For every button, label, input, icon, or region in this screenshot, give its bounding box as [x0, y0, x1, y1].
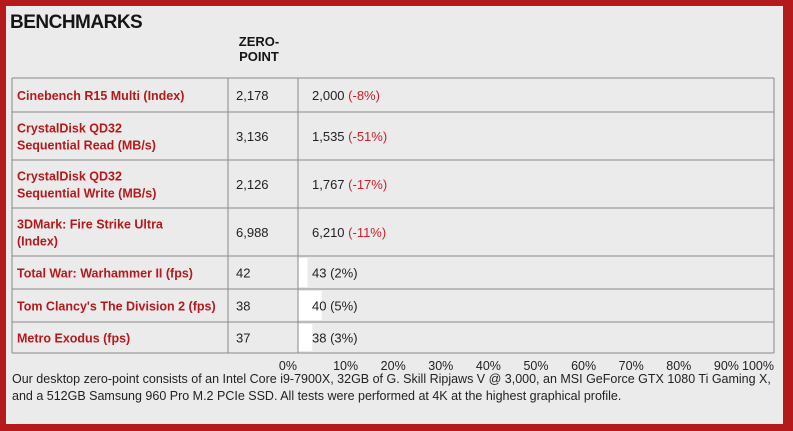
bar: [298, 258, 308, 287]
row-label: Metro Exodus (fps): [17, 332, 130, 346]
x-tick-label: 40%: [476, 359, 501, 373]
result-value: 2,000 (-8%): [312, 88, 380, 103]
x-tick-label: 70%: [619, 359, 644, 373]
zero-point-value: 38: [236, 299, 250, 314]
result-value: 40 (5%): [312, 299, 358, 314]
x-tick-label: 60%: [571, 359, 596, 373]
row-label: Cinebench R15 Multi (Index): [17, 89, 184, 103]
x-tick-label: 90%: [714, 359, 739, 373]
delta-percent: (5%): [330, 299, 357, 314]
benchmark-panel: [6, 6, 783, 424]
result-value: 6,210 (-11%): [312, 225, 386, 240]
zero-point-value: 3,136: [236, 129, 269, 144]
delta-percent: (2%): [330, 266, 357, 281]
delta-percent: (-8%): [348, 88, 380, 103]
zero-point-value: 42: [236, 266, 250, 281]
row-label: Total War: Warhammer II (fps): [17, 267, 193, 281]
row-label: CrystalDisk QD32 Sequential Read (MB/s): [17, 122, 156, 153]
x-tick-label: 50%: [523, 359, 548, 373]
zero-point-value: 2,126: [236, 177, 269, 192]
row-label: 3DMark: Fire Strike Ultra (Index): [17, 218, 164, 249]
x-tick-label: 100%: [742, 359, 774, 373]
zero-point-value: 2,178: [236, 88, 269, 103]
x-tick-label: 20%: [381, 359, 406, 373]
footnote: Our desktop zero-point consists of an In…: [12, 372, 771, 403]
chart-title: BENCHMARKS: [10, 12, 143, 33]
x-tick-label: 80%: [666, 359, 691, 373]
x-tick-label: 10%: [333, 359, 358, 373]
x-tick-label: 0%: [279, 359, 297, 373]
bar: [298, 324, 313, 351]
row-label: CrystalDisk QD32 Sequential Write (MB/s): [17, 170, 156, 201]
row-label: Tom Clancy's The Division 2 (fps): [17, 300, 216, 314]
delta-percent: (-17%): [348, 177, 387, 192]
result-value: 1,767 (-17%): [312, 177, 387, 192]
delta-percent: (-11%): [348, 225, 386, 240]
zero-point-value: 37: [236, 331, 250, 346]
delta-percent: (-51%): [348, 129, 387, 144]
result-value: 1,535 (-51%): [312, 129, 387, 144]
result-value: 38 (3%): [312, 331, 358, 346]
x-tick-label: 30%: [428, 359, 453, 373]
bar: [298, 291, 322, 320]
result-value: 43 (2%): [312, 266, 358, 281]
delta-percent: (3%): [330, 331, 357, 346]
zero-point-value: 6,988: [236, 225, 269, 240]
zero-point-column-header: ZERO- POINT: [238, 34, 280, 64]
